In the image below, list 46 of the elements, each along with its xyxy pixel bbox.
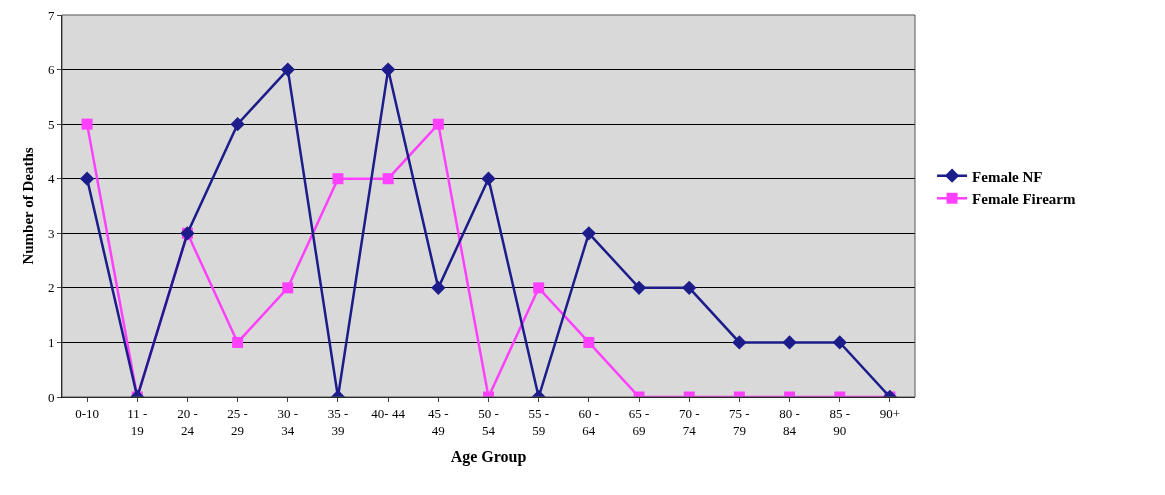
y-tick-label: 5 bbox=[47, 116, 55, 132]
x-axis-title: Age Group bbox=[450, 448, 527, 467]
y-axis-title: Number of Deaths bbox=[20, 147, 37, 265]
point bbox=[79, 171, 95, 186]
x-tick-label: 20 - 24 bbox=[177, 405, 198, 438]
x-tick-label: 11 - 19 bbox=[127, 405, 148, 438]
y-tick-label: 7 bbox=[47, 7, 55, 23]
y-tick-label: 6 bbox=[47, 62, 55, 78]
y-tick-label: 3 bbox=[47, 225, 55, 241]
y-tick-label: 4 bbox=[47, 171, 55, 187]
x-tick-label: 35 - 39 bbox=[327, 405, 349, 438]
x-tick-label: 25 - 29 bbox=[227, 405, 248, 438]
x-tick-label: 80 - 84 bbox=[779, 405, 800, 438]
x-tick-label: 70 - 74 bbox=[678, 405, 700, 438]
legend-label: Female NF bbox=[972, 168, 1043, 185]
x-tick-label: 40- 44 bbox=[371, 405, 406, 421]
point bbox=[282, 282, 294, 294]
point bbox=[631, 280, 647, 296]
point bbox=[481, 171, 496, 186]
point bbox=[232, 336, 244, 348]
point bbox=[230, 116, 245, 132]
legend-label: Female Firearm bbox=[972, 191, 1076, 207]
x-tick-label: 65 - 69 bbox=[628, 405, 650, 438]
x-tick-label: 75 - 79 bbox=[729, 405, 750, 438]
x-tick-label: 85 - 90 bbox=[829, 405, 851, 438]
x-tick-label: 45 - 49 bbox=[428, 405, 449, 438]
y-tick-label: 0 bbox=[47, 389, 55, 405]
x-tick-label: 90+ bbox=[879, 405, 901, 421]
point bbox=[280, 62, 295, 77]
point bbox=[332, 173, 344, 185]
point bbox=[583, 336, 595, 348]
x-tick-label: 55 - 59 bbox=[528, 405, 549, 438]
point bbox=[382, 173, 394, 185]
point bbox=[432, 118, 444, 130]
y-tick-label: 1 bbox=[47, 334, 55, 350]
y-tick-label: 2 bbox=[47, 280, 55, 296]
x-tick-label: 0-10 bbox=[75, 405, 100, 421]
point bbox=[581, 226, 596, 241]
point bbox=[682, 280, 697, 296]
point bbox=[81, 118, 93, 130]
point bbox=[381, 62, 396, 77]
point bbox=[533, 282, 545, 294]
x-tick-label: 60 - 64 bbox=[578, 405, 600, 438]
x-tick-label: 50 - 54 bbox=[478, 405, 499, 438]
point bbox=[431, 280, 446, 296]
x-tick-label: 30 - 34 bbox=[277, 405, 299, 438]
